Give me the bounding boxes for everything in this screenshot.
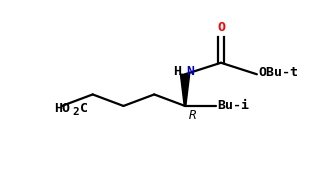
Text: O: O bbox=[217, 21, 225, 34]
Text: HO: HO bbox=[54, 102, 70, 115]
Text: Bu-i: Bu-i bbox=[217, 99, 249, 112]
Polygon shape bbox=[180, 74, 190, 106]
Text: OBu-t: OBu-t bbox=[258, 66, 298, 79]
Text: R: R bbox=[189, 109, 196, 122]
Text: C: C bbox=[80, 102, 88, 115]
Text: N: N bbox=[186, 65, 194, 78]
Text: H: H bbox=[173, 65, 181, 78]
Text: 2: 2 bbox=[73, 107, 79, 117]
